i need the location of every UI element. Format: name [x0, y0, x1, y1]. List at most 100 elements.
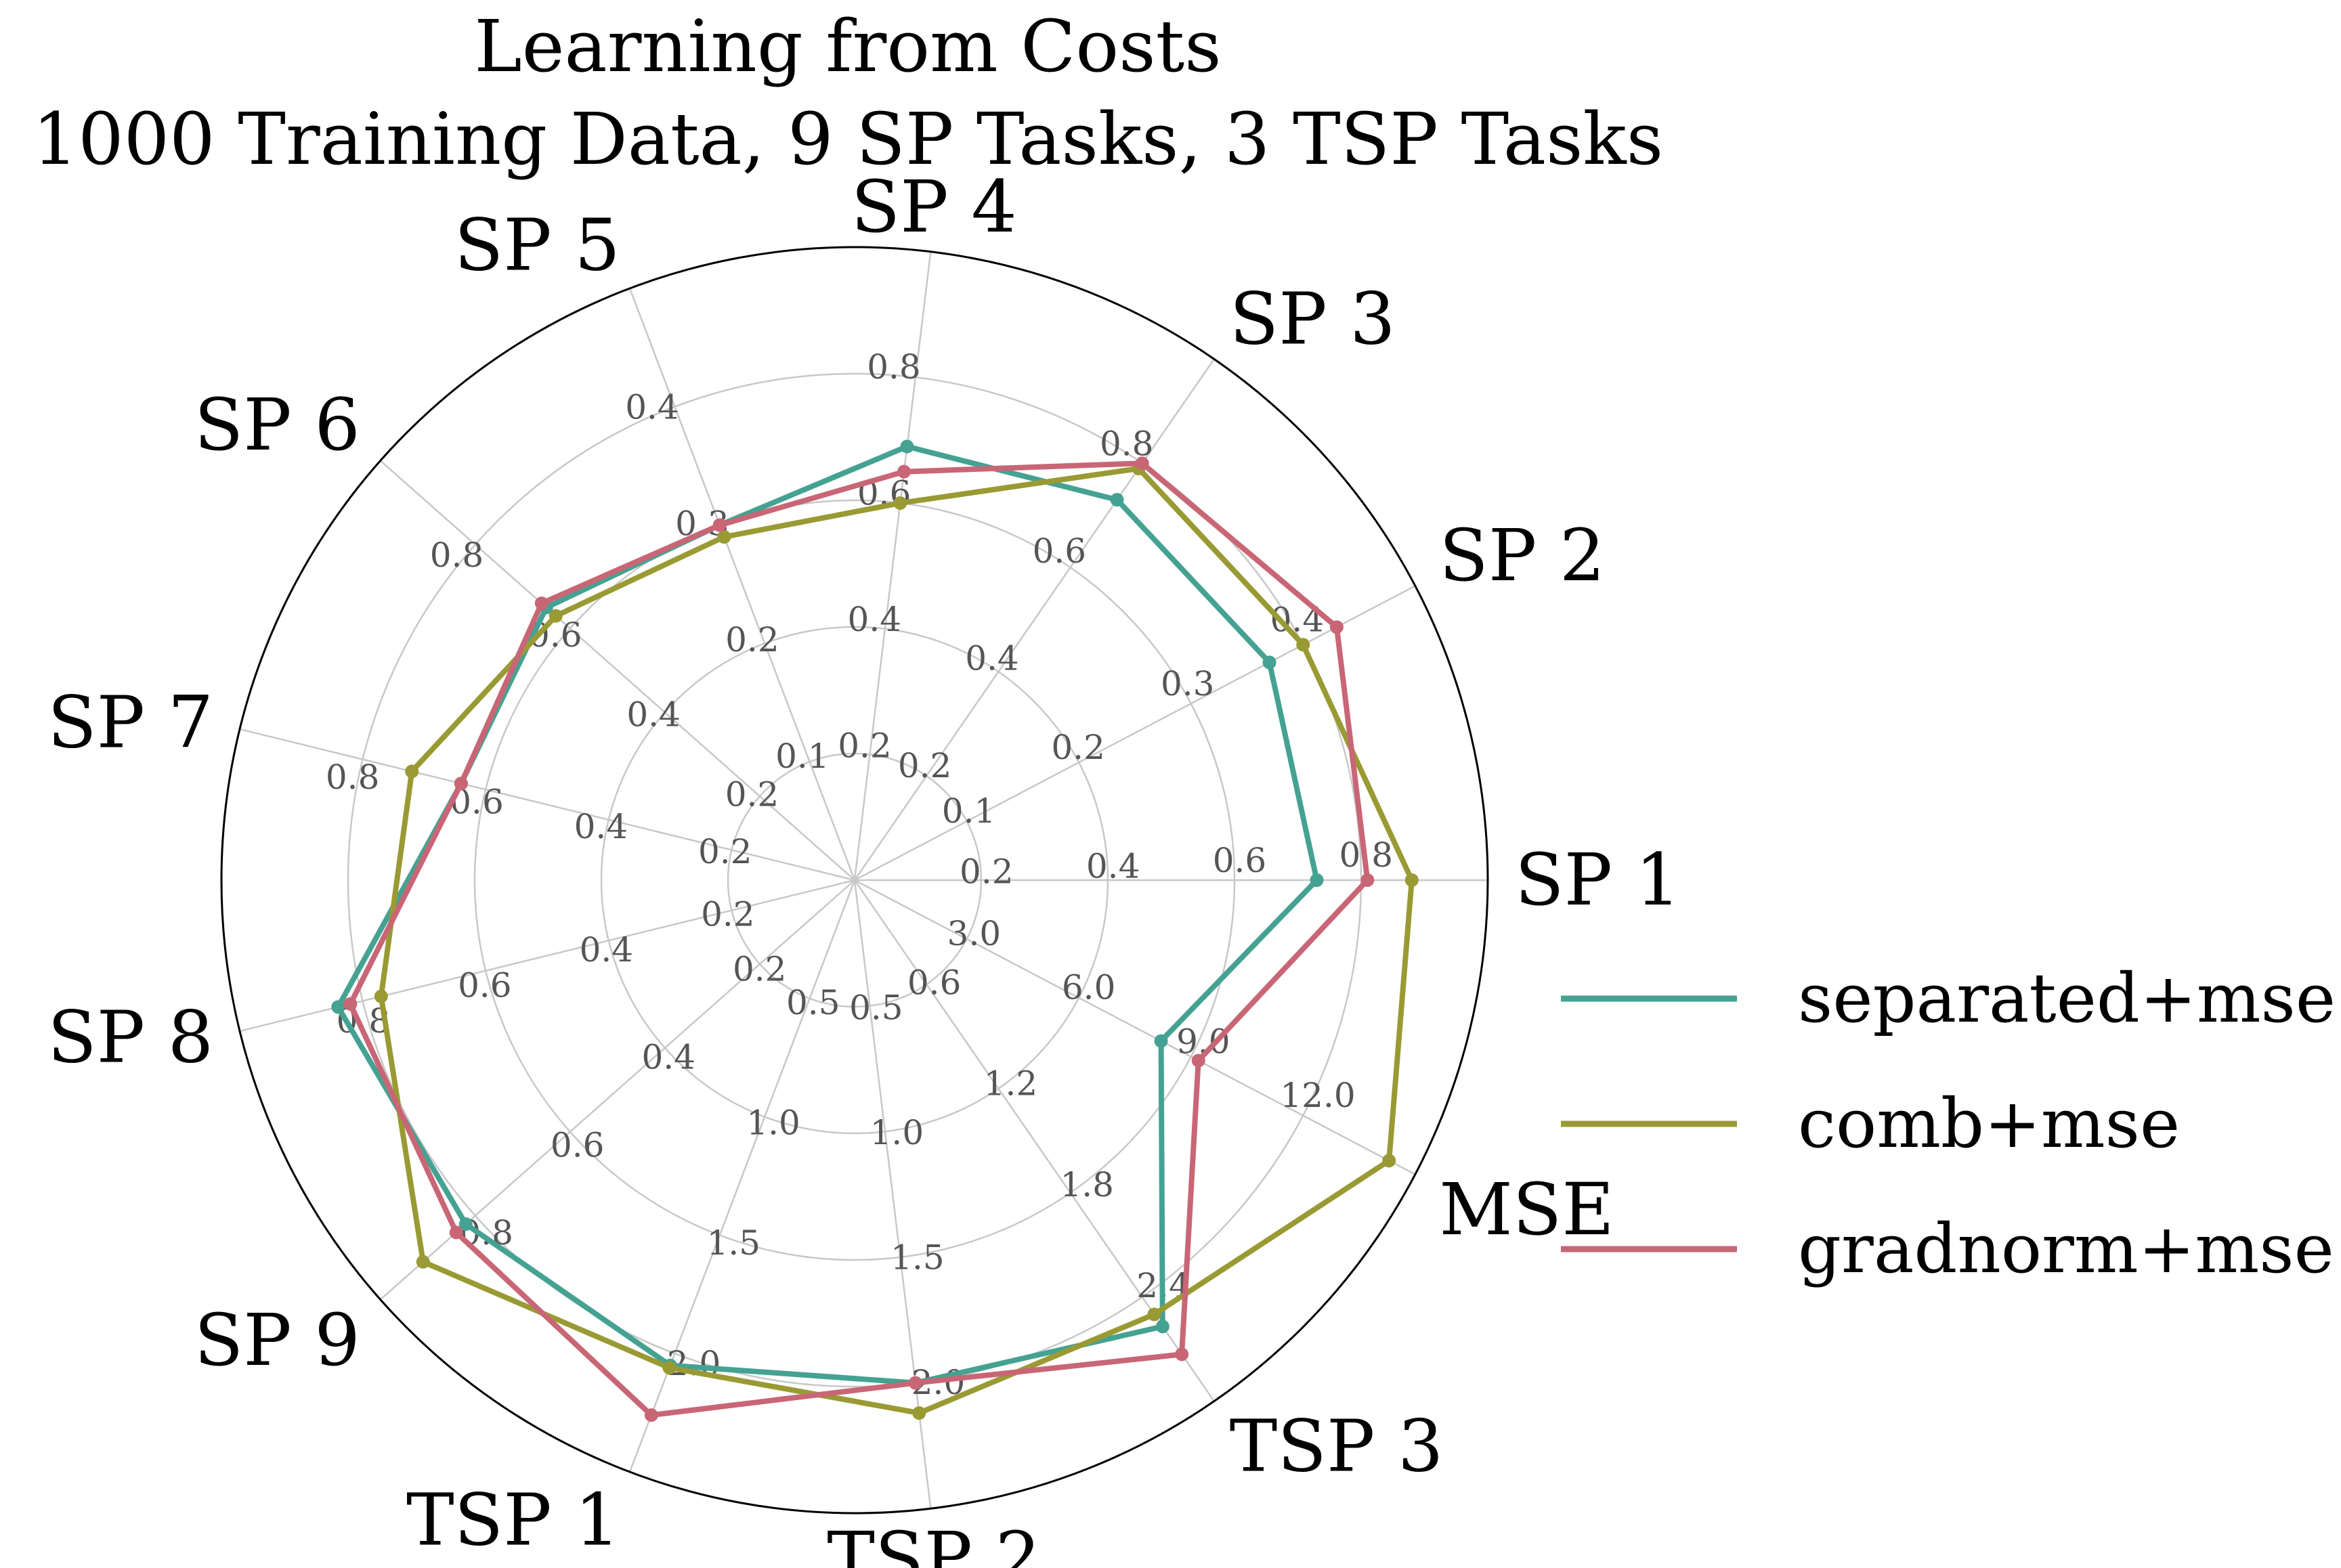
- data-point-gradnorm-mse-tsp-3: [1175, 1347, 1189, 1362]
- spoke-tsp-2: [853, 879, 932, 1509]
- tick-label-tsp-2-1: 0.5: [849, 988, 903, 1027]
- axis-label-sp-3: SP 3: [1230, 277, 1396, 360]
- data-point-separated-mse-sp-3: [1110, 493, 1124, 507]
- axis-label-tsp-2: TSP 2: [827, 1517, 1041, 1568]
- series-group: [331, 439, 1419, 1422]
- spoke-mse: [854, 879, 1416, 1175]
- tick-label-sp-6-1: 0.2: [725, 775, 779, 814]
- data-point-comb-mse-mse: [1382, 1154, 1396, 1168]
- data-point-gradnorm-mse-sp-7: [454, 777, 468, 791]
- tick-label-sp-7-1: 0.2: [698, 832, 752, 871]
- data-point-comb-mse-sp-8: [374, 989, 388, 1003]
- spoke-sp-7: [239, 728, 855, 881]
- data-point-comb-mse-tsp-1: [662, 1361, 676, 1375]
- spoke-sp-4: [853, 251, 932, 881]
- axis-label-sp-7: SP 7: [47, 680, 213, 764]
- tick-label-sp-4-2: 0.4: [848, 600, 902, 639]
- data-point-separated-mse-sp-9: [458, 1217, 473, 1232]
- data-point-gradnorm-mse-mse: [1191, 1053, 1205, 1068]
- tick-label-sp-3-2: 0.4: [965, 638, 1019, 678]
- tick-label-sp-1-1: 0.2: [960, 852, 1014, 891]
- legend: separated+mse comb+mse gradnorm+mse: [1561, 959, 2336, 1288]
- tick-label-sp-5-2: 0.2: [725, 620, 779, 659]
- legend-label-separated-mse: separated+mse: [1798, 959, 2336, 1038]
- tick-label-mse-4: 12.0: [1280, 1076, 1355, 1115]
- data-point-gradnorm-mse-sp-9: [449, 1225, 463, 1240]
- tick-label-sp-3-3: 0.6: [1033, 531, 1087, 571]
- axis-label-sp-4: SP 4: [851, 165, 1017, 248]
- data-point-comb-mse-tsp-2: [912, 1406, 926, 1420]
- data-point-gradnorm-mse-sp-3: [1135, 456, 1149, 471]
- data-point-gradnorm-mse-sp-8: [343, 997, 358, 1011]
- tick-label-tsp-2-2: 1.0: [870, 1113, 924, 1152]
- series-line-separated-mse: [335, 443, 1320, 1386]
- tick-label-sp-7-2: 0.4: [574, 807, 628, 846]
- tick-label-sp-4-4: 0.8: [867, 347, 921, 387]
- tick-label-sp-7-4: 0.8: [326, 758, 380, 797]
- data-point-gradnorm-mse-sp-1: [1360, 873, 1375, 887]
- tick-label-sp-1-2: 0.4: [1086, 846, 1140, 886]
- tick-label-sp-1-3: 0.6: [1213, 841, 1267, 880]
- spoke-sp-2: [854, 585, 1416, 881]
- tick-label-tsp-1-1: 0.5: [786, 983, 840, 1022]
- tick-label-sp-9-2: 0.4: [641, 1037, 695, 1076]
- axis-label-sp-6: SP 6: [194, 383, 360, 466]
- data-point-comb-mse-tsp-3: [1147, 1307, 1161, 1322]
- spoke-sp-6: [379, 460, 855, 881]
- spoke-sp-3: [853, 358, 1215, 881]
- spoke-sp-5: [628, 288, 856, 881]
- data-point-comb-mse-sp-7: [405, 764, 419, 779]
- data-point-comb-mse-sp-5: [717, 530, 731, 544]
- tick-label-sp-8-2: 0.4: [580, 930, 634, 970]
- data-point-separated-mse-mse: [1154, 1034, 1168, 1048]
- tick-label-tsp-3-1: 0.6: [907, 963, 962, 1003]
- data-point-gradnorm-mse-sp-2: [1329, 620, 1344, 634]
- tick-label-sp-6-2: 0.4: [626, 695, 681, 735]
- data-point-separated-mse-sp-2: [1262, 655, 1276, 670]
- data-point-separated-mse-tsp-3: [1155, 1320, 1169, 1334]
- data-point-comb-mse-sp-1: [1404, 873, 1419, 887]
- axis-labels: SP 1 SP 2 SP 3 SP 4 SP 5 SP 6 SP 7 SP 8 SP 9 TSP …: [47, 165, 1681, 1568]
- tick-label-sp-2-2: 0.2: [1051, 728, 1105, 767]
- axis-label-sp-1: SP 1: [1515, 838, 1681, 921]
- data-point-separated-mse-sp-8: [331, 1000, 345, 1014]
- tick-label-tsp-2-3: 1.5: [890, 1238, 945, 1277]
- data-point-gradnorm-mse-tsp-1: [644, 1408, 658, 1422]
- data-point-comb-mse-sp-6: [549, 609, 563, 623]
- tick-label-tsp-3-3: 1.8: [1060, 1165, 1114, 1204]
- outer-ring: [220, 246, 1489, 1515]
- tick-label-sp-5-4: 0.4: [625, 388, 679, 427]
- tick-label-tsp-1-3: 1.5: [707, 1223, 761, 1263]
- tick-label-sp-9-3: 0.6: [551, 1125, 605, 1164]
- tick-label-sp-6-4: 0.8: [430, 536, 484, 575]
- series-line-gradnorm-mse: [347, 460, 1371, 1418]
- tick-label-sp-9-1: 0.2: [733, 949, 787, 988]
- chart-subtitle: 1000 Training Data, 9 SP Tasks, 3 TSP Ta…: [33, 97, 1663, 181]
- axis-label-tsp-1: TSP 1: [406, 1478, 620, 1561]
- tick-label-tsp-1-2: 1.0: [746, 1104, 800, 1143]
- axis-label-sp-8: SP 8: [47, 996, 213, 1079]
- data-point-separated-mse-sp-4: [900, 439, 914, 454]
- data-point-comb-mse-sp-4: [893, 496, 907, 510]
- tick-label-sp-2-1: 0.1: [942, 791, 996, 831]
- axis-label-tsp-3: TSP 3: [1230, 1405, 1444, 1488]
- legend-label-comb-mse: comb+mse: [1798, 1084, 2180, 1163]
- data-point-gradnorm-mse-sp-6: [534, 596, 549, 611]
- tick-label-mse-1: 3.0: [947, 914, 1002, 953]
- data-point-gradnorm-mse-sp-4: [897, 464, 911, 479]
- tick-label-sp-4-1: 0.2: [838, 726, 892, 766]
- data-point-gradnorm-mse-sp-5: [712, 518, 727, 532]
- data-point-comb-mse-sp-2: [1296, 638, 1310, 652]
- axis-label-sp-2: SP 2: [1439, 514, 1605, 597]
- data-point-separated-mse-sp-1: [1310, 873, 1324, 887]
- legend-label-gradnorm-mse: gradnorm+mse: [1798, 1209, 2334, 1288]
- tick-label-tsp-3-2: 1.2: [984, 1064, 1038, 1104]
- axis-label-mse: MSE: [1439, 1168, 1614, 1251]
- tick-label-sp-3-4: 0.8: [1100, 424, 1154, 464]
- data-point-gradnorm-mse-tsp-2: [908, 1376, 922, 1390]
- tick-label-mse-2: 6.0: [1062, 968, 1116, 1007]
- tick-labels: 0.2 0.4 0.6 0.80.10.20.30.40.20.40.60.80.20…: [326, 347, 1393, 1402]
- tick-label-sp-8-1: 0.2: [701, 895, 755, 934]
- data-point-comb-mse-sp-9: [416, 1255, 430, 1269]
